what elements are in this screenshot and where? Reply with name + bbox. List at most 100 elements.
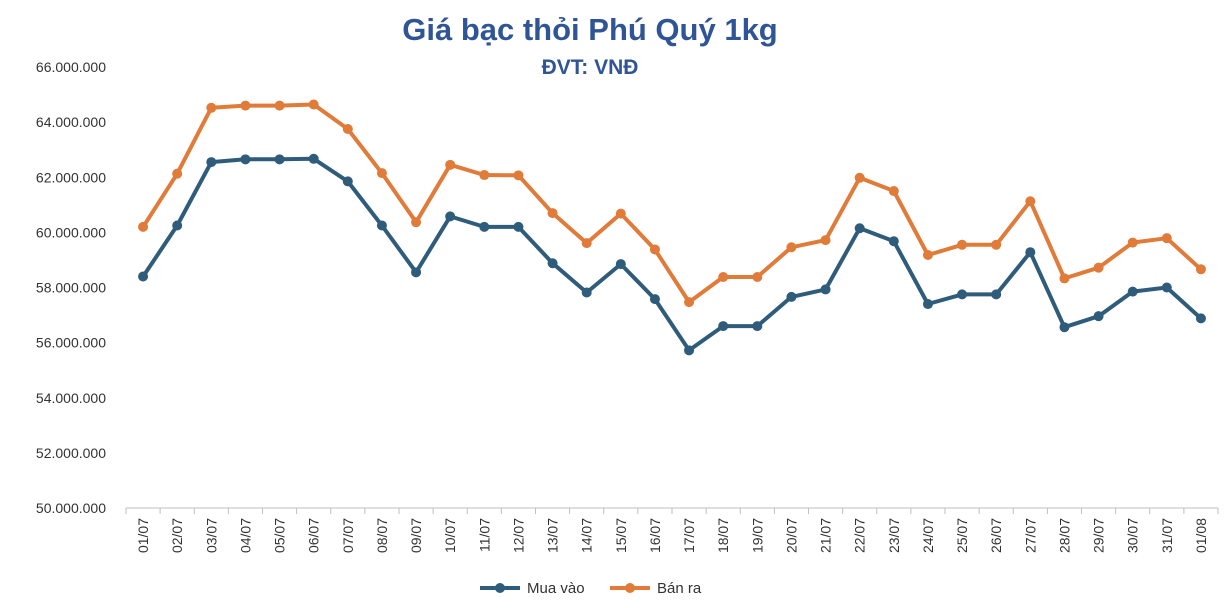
x-tick-label: 24/07 xyxy=(920,518,936,553)
x-tick-label: 10/07 xyxy=(442,518,458,553)
data-point xyxy=(752,272,763,283)
data-point xyxy=(957,239,968,250)
data-point xyxy=(172,220,183,231)
data-point xyxy=(786,242,797,253)
data-point xyxy=(274,154,285,165)
data-point xyxy=(240,154,251,165)
data-point xyxy=(138,221,149,232)
data-point xyxy=(1161,233,1172,244)
data-point xyxy=(752,321,763,332)
data-point xyxy=(820,284,831,295)
data-point xyxy=(615,259,626,270)
chart-subtitle: ĐVT: VNĐ xyxy=(541,56,639,79)
series-ban-ra xyxy=(138,99,1206,308)
y-tick-label: 50.000.000 xyxy=(36,500,106,516)
axis-layer xyxy=(125,507,1219,514)
data-point xyxy=(888,186,899,197)
data-point xyxy=(1161,282,1172,293)
data-point xyxy=(718,272,729,283)
legend-item: Mua vào xyxy=(480,580,585,597)
series-mua-vao xyxy=(138,153,1206,356)
x-tick-label: 08/07 xyxy=(374,518,390,553)
x-tick-label: 22/07 xyxy=(852,518,868,553)
x-tick-label: 16/07 xyxy=(647,518,663,553)
y-tick-label: 60.000.000 xyxy=(36,224,106,240)
x-tick-label: 20/07 xyxy=(783,518,799,553)
data-point xyxy=(308,153,319,164)
data-point xyxy=(206,157,217,168)
data-point xyxy=(479,170,490,181)
x-tick-label: 30/07 xyxy=(1125,518,1141,553)
y-axis-ticks: 50.000.000 52.000.000 54.000.000 56.000.000… xyxy=(36,59,106,516)
data-point xyxy=(308,99,319,110)
data-point xyxy=(274,100,285,111)
data-point xyxy=(1195,264,1206,275)
data-point xyxy=(684,297,695,308)
series-layer xyxy=(138,99,1206,356)
x-tick-label: 19/07 xyxy=(749,518,765,553)
data-point xyxy=(1093,311,1104,322)
x-tick-label: 17/07 xyxy=(681,518,697,553)
x-tick-label: 26/07 xyxy=(988,518,1004,553)
x-tick-label: 04/07 xyxy=(237,518,253,553)
data-point xyxy=(411,267,422,278)
data-point xyxy=(445,159,456,170)
x-tick-label: 13/07 xyxy=(545,518,561,553)
data-point xyxy=(1059,273,1070,284)
x-tick-label: 31/07 xyxy=(1159,518,1175,553)
data-point xyxy=(376,220,387,231)
legend-swatch-marker xyxy=(625,583,635,593)
x-tick-label: 05/07 xyxy=(272,518,288,553)
legend-label: Mua vào xyxy=(527,580,585,597)
x-tick-label: 23/07 xyxy=(886,518,902,553)
legend-swatch-marker xyxy=(495,583,505,593)
y-tick-label: 52.000.000 xyxy=(36,445,106,461)
data-point xyxy=(1195,313,1206,324)
x-tick-label: 27/07 xyxy=(1022,518,1038,553)
data-point xyxy=(649,294,660,305)
x-tick-label: 18/07 xyxy=(715,518,731,553)
data-point xyxy=(922,249,933,260)
data-point xyxy=(138,271,149,282)
x-tick-label: 01/08 xyxy=(1193,518,1209,553)
series-line xyxy=(141,102,1203,305)
y-tick-label: 54.000.000 xyxy=(36,390,106,406)
data-point xyxy=(342,176,353,187)
y-tick-label: 62.000.000 xyxy=(36,169,106,185)
data-point xyxy=(854,172,865,183)
y-tick-label: 56.000.000 xyxy=(36,335,106,351)
data-point xyxy=(649,244,660,255)
y-tick-label: 64.000.000 xyxy=(36,114,106,130)
data-point xyxy=(547,258,558,269)
data-point xyxy=(513,170,524,181)
chart-title: Giá bạc thỏi Phú Quý 1kg xyxy=(402,12,778,47)
legend-label: Bán ra xyxy=(657,580,702,597)
data-point xyxy=(820,235,831,246)
data-point xyxy=(445,211,456,222)
data-point xyxy=(957,289,968,300)
data-point xyxy=(1093,262,1104,273)
data-point xyxy=(1059,322,1070,333)
x-tick-label: 25/07 xyxy=(954,518,970,553)
data-point xyxy=(922,299,933,310)
data-point xyxy=(1127,237,1138,248)
data-point xyxy=(991,289,1002,300)
data-point xyxy=(888,236,899,247)
x-tick-label: 11/07 xyxy=(476,518,492,552)
series-line xyxy=(141,156,1203,353)
data-point xyxy=(376,168,387,179)
data-point xyxy=(718,321,729,332)
data-point xyxy=(172,168,183,179)
x-tick-label: 21/07 xyxy=(818,518,834,553)
data-point xyxy=(615,208,626,219)
data-point xyxy=(1127,286,1138,297)
y-tick-label: 58.000.000 xyxy=(36,280,106,296)
y-tick-label: 66.000.000 xyxy=(36,59,106,75)
x-tick-label: 09/07 xyxy=(408,518,424,553)
data-point xyxy=(581,238,592,249)
x-tick-label: 14/07 xyxy=(579,518,595,553)
data-point xyxy=(513,221,524,232)
x-tick-label: 15/07 xyxy=(613,518,629,553)
x-tick-label: 06/07 xyxy=(306,518,322,553)
